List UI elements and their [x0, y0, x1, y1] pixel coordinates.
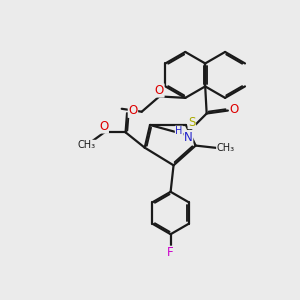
Text: CH₃: CH₃: [217, 143, 235, 153]
Text: H: H: [175, 126, 183, 136]
Text: O: O: [99, 120, 108, 133]
Text: F: F: [167, 246, 174, 259]
Text: S: S: [188, 116, 196, 128]
Text: O: O: [155, 84, 164, 97]
Text: O: O: [230, 103, 239, 116]
Text: CH₃: CH₃: [78, 140, 96, 150]
Text: N: N: [184, 130, 193, 143]
Text: O: O: [128, 104, 137, 117]
